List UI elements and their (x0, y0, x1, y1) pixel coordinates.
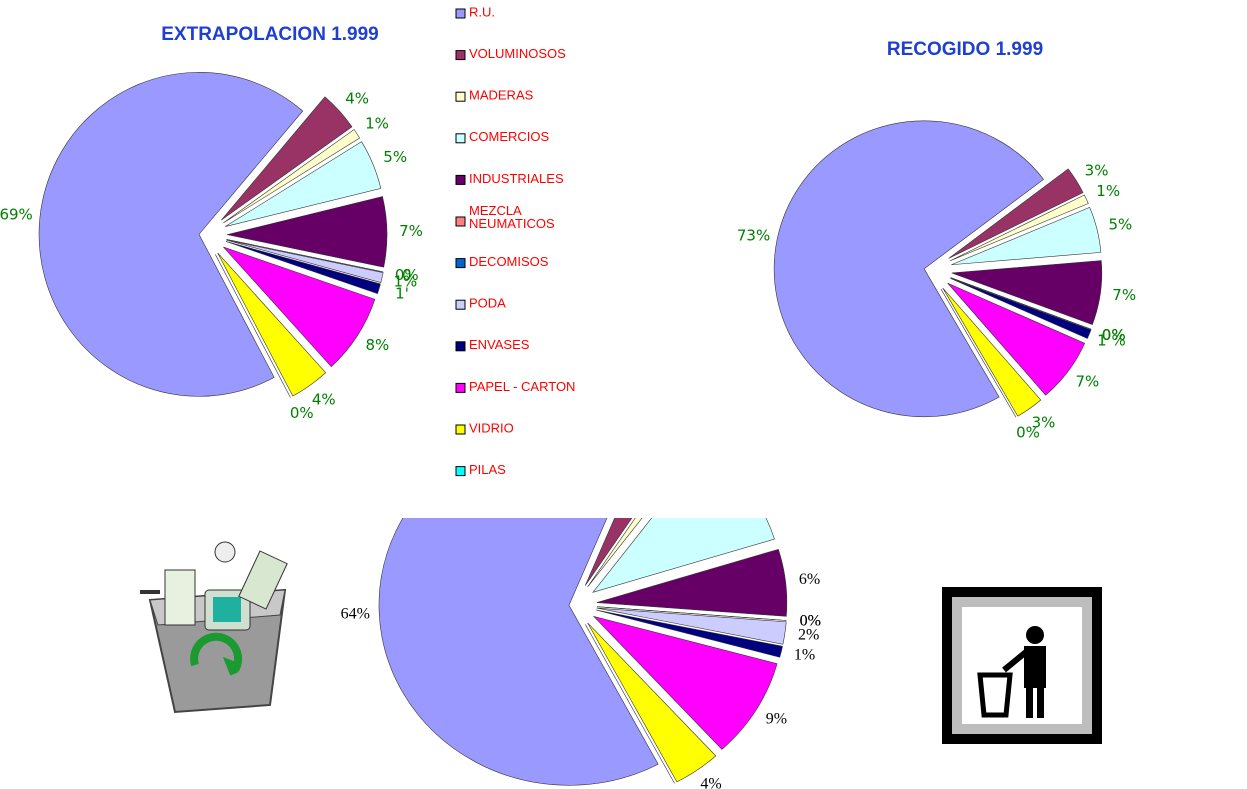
slice-label: 7% (399, 222, 423, 240)
pie-slice (596, 609, 783, 658)
recycle-bin-icon (140, 541, 288, 714)
slice-label: 3% (1085, 161, 1109, 179)
pie-slice (596, 548, 788, 617)
pie-slice (592, 615, 778, 750)
slice-label: 0% (1102, 326, 1126, 344)
slice-label: 1' (395, 285, 409, 303)
slice-label: 0% (800, 613, 821, 630)
pie-slice (38, 72, 304, 397)
slice-label: 64% (341, 606, 370, 623)
pie-slice (596, 607, 787, 645)
legend-label: INDUSTRIALES (469, 171, 564, 186)
legend-swatch (455, 91, 466, 102)
pie-slice (223, 129, 361, 224)
pie-slice (215, 254, 291, 398)
legend-swatch (455, 424, 466, 435)
pie (378, 518, 788, 786)
legend-swatch (455, 341, 466, 352)
legend-label: PAPEL - CARTON (469, 379, 575, 394)
legend-label: COMERCIOS (469, 129, 550, 144)
slice-label: 7% (1112, 286, 1136, 304)
slice-label: 4% (345, 89, 369, 107)
legend-label: PODA (469, 296, 506, 311)
slice-label: 0% (1016, 423, 1040, 441)
legend-swatch (455, 466, 466, 477)
pie-slice (951, 207, 1102, 266)
slice-label: 4% (312, 391, 336, 409)
pie-slice (217, 252, 326, 397)
pie-slice (596, 606, 787, 621)
legend-swatch (455, 299, 466, 310)
pie (38, 72, 388, 398)
slice-label: 1% (1096, 182, 1120, 200)
pie-slice (223, 246, 376, 368)
slice-label: 1 % (1097, 332, 1126, 350)
chart-title: EXTRAPOLACION 1.999 (161, 24, 379, 45)
legend-label: MEZCLA NEUMATICOS (469, 203, 555, 231)
slice-label: 0% (395, 266, 419, 284)
pie-slice (221, 96, 353, 221)
legend-swatch (455, 133, 466, 144)
pie-slice (947, 282, 1086, 396)
pie-slice (585, 624, 675, 784)
pie-slice (940, 288, 1017, 418)
pie-slice (949, 194, 1089, 262)
legend-swatch (455, 8, 466, 19)
slice-label: 1% (393, 272, 417, 290)
legend-swatch (455, 174, 466, 185)
pie-slice (225, 141, 382, 227)
pie-slice (226, 196, 388, 268)
legend-swatch (455, 382, 466, 393)
legend-swatch (455, 258, 466, 269)
slice-label: 0% (1102, 326, 1126, 344)
pie-slice (951, 260, 1103, 325)
slice-label: 9% (766, 710, 787, 727)
slice-label: 3% (1032, 414, 1056, 432)
legend-label: R.U. (469, 4, 495, 19)
slice-label: 1% (794, 647, 815, 664)
legend-label: VOLUMINOSOS (469, 46, 566, 61)
legend-label: DECOMISOS (469, 254, 549, 269)
legend-label: ENVASES (469, 337, 530, 352)
trash-icon (942, 587, 1102, 744)
chart-title: RECOGIDO 1.999 (887, 39, 1043, 60)
pie-slice (378, 518, 659, 786)
legend-swatch (455, 50, 466, 61)
slice-label: 5% (383, 148, 407, 166)
legend-label: MADERAS (469, 88, 534, 103)
slice-label: 69% (0, 205, 33, 223)
legend-label: VIDRIO (469, 420, 514, 435)
pie-slice (587, 622, 717, 783)
slice-label: 5% (1108, 216, 1132, 234)
slice-label: 73% (737, 227, 770, 245)
slice-label: 0% (290, 404, 314, 422)
slice-label: 4% (700, 775, 721, 789)
pie-slice (225, 241, 381, 295)
pie-slice (942, 287, 1042, 417)
legend-label: PILAS (469, 462, 506, 477)
pie-slice (948, 168, 1084, 259)
pie-slice (226, 239, 384, 283)
pie-slice (950, 278, 1092, 339)
slice-label: 7% (1075, 373, 1099, 391)
pie-slice (773, 120, 1045, 418)
slice-label: 2% (798, 626, 819, 643)
pie-slice (950, 277, 1092, 330)
slice-label: 6% (799, 571, 820, 588)
pie-slice (592, 518, 775, 593)
slice-label: 0 (402, 266, 412, 284)
slice-label: 0% (1102, 326, 1126, 344)
slice-label: 1% (365, 114, 389, 132)
pie (773, 120, 1103, 418)
legend-swatch (455, 216, 466, 227)
pie-slice (584, 518, 633, 586)
slice-label: 0% (800, 613, 821, 630)
slice-label: 8% (365, 336, 389, 354)
